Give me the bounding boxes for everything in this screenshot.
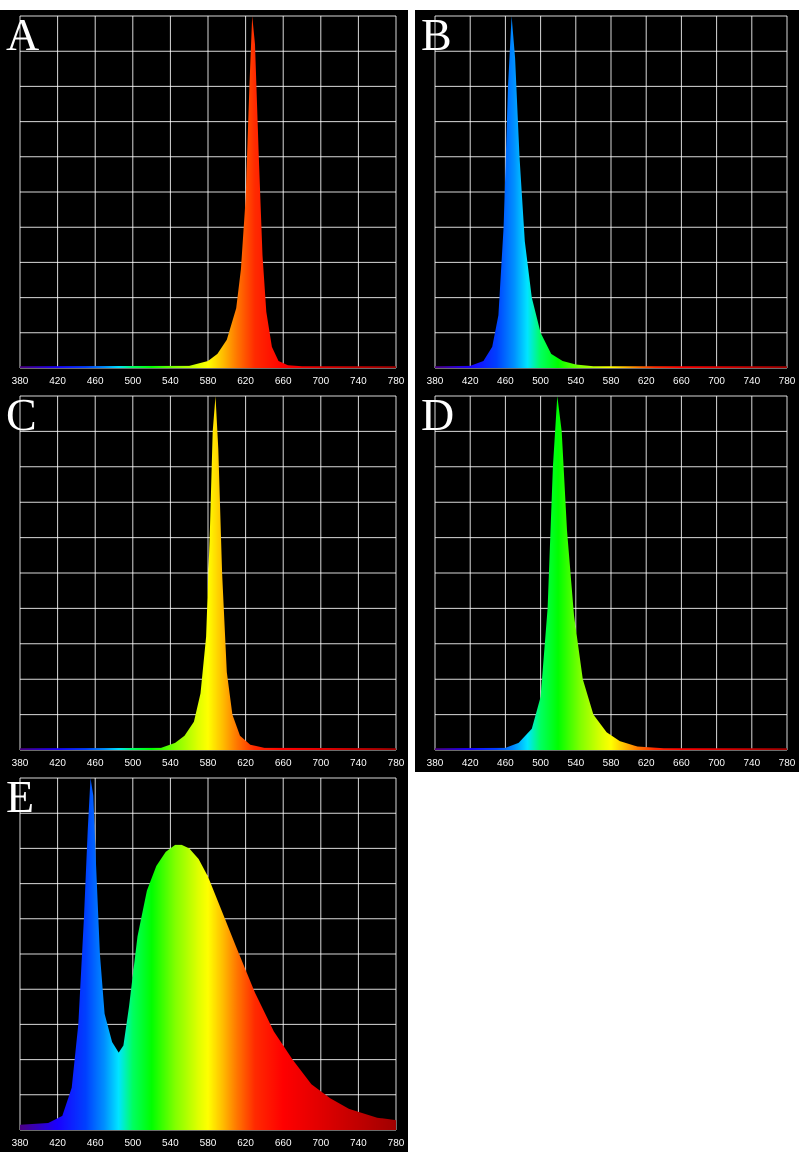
x-tick-label: 380 — [427, 758, 444, 769]
x-tick-label: 580 — [603, 376, 620, 387]
x-tick-label: 700 — [312, 376, 329, 387]
x-tick-label: 780 — [388, 758, 405, 769]
x-tick-label: 580 — [200, 1138, 217, 1149]
x-tick-label: 540 — [162, 376, 179, 387]
x-tick-label: 620 — [237, 376, 254, 387]
x-tick-label: 780 — [779, 758, 796, 769]
x-tick-label: 420 — [462, 376, 479, 387]
x-tick-label: 700 — [312, 1138, 329, 1149]
x-tick-label: 500 — [532, 758, 549, 769]
spectrum-panel-c: 380 420 460 500 540 580 620 660 700 740 780 C — [0, 390, 408, 772]
x-tick-label: 780 — [388, 376, 405, 387]
x-tick-label: 500 — [124, 376, 141, 387]
x-tick-label: 620 — [638, 758, 655, 769]
x-tick-label: 460 — [87, 1138, 104, 1149]
x-tick-label: 580 — [200, 758, 217, 769]
x-tick-label: 460 — [497, 758, 514, 769]
x-tick-label: 380 — [12, 758, 29, 769]
x-tick-label: 500 — [124, 758, 141, 769]
x-tick-label: 620 — [237, 1138, 254, 1149]
x-tick-label: 420 — [49, 1138, 66, 1149]
spectrum-panel-d: 380 420 460 500 540 580 620 660 700 740 780 D — [415, 390, 799, 772]
spectrum-panel-b: 380 420 460 500 540 580 620 660 700 740 780 B — [415, 10, 799, 390]
x-tick-label: 740 — [350, 1138, 367, 1149]
x-tick-label: 780 — [779, 376, 796, 387]
x-tick-label: 420 — [49, 376, 66, 387]
spectrum-chart-a: 380 420 460 500 540 580 620 660 700 740 780 — [12, 15, 405, 387]
x-tick-label: 540 — [162, 758, 179, 769]
x-tick-label: 460 — [87, 758, 104, 769]
x-tick-label: 660 — [673, 376, 690, 387]
x-tick-label: 660 — [673, 758, 690, 769]
x-tick-label: 380 — [12, 1138, 29, 1149]
x-tick-label: 380 — [12, 376, 29, 387]
x-tick-label: 460 — [497, 376, 514, 387]
x-tick-label: 540 — [567, 758, 584, 769]
x-tick-label: 660 — [275, 1138, 292, 1149]
x-tick-label: 780 — [388, 1138, 405, 1149]
chart-grid — [434, 395, 788, 751]
x-tick-label: 540 — [567, 376, 584, 387]
spectrum-panel-a: 380 420 460 500 540 580 620 660 700 740 780 A — [0, 10, 408, 390]
x-tick-label: 580 — [200, 376, 217, 387]
x-tick-label: 420 — [462, 758, 479, 769]
x-tick-label: 740 — [743, 758, 760, 769]
x-tick-label: 420 — [49, 758, 66, 769]
x-tick-label: 740 — [350, 376, 367, 387]
x-tick-label: 620 — [237, 758, 254, 769]
x-tick-label: 500 — [532, 376, 549, 387]
x-tick-label: 540 — [162, 1138, 179, 1149]
x-tick-label: 700 — [312, 758, 329, 769]
spectrum-area — [20, 778, 396, 1130]
x-tick-label: 700 — [708, 376, 725, 387]
spectrum-area — [435, 16, 787, 368]
x-tick-label: 380 — [427, 376, 444, 387]
spectrum-chart-c: 380 420 460 500 540 580 620 660 700 740 780 — [12, 395, 405, 769]
x-tick-label: 740 — [350, 758, 367, 769]
spectrum-chart-e: 380 420 460 500 540 580 620 660 700 740 780 — [12, 777, 405, 1149]
chart-grid — [434, 15, 788, 369]
x-tick-label: 500 — [124, 1138, 141, 1149]
spectrum-area — [20, 396, 396, 750]
x-tick-label: 700 — [708, 758, 725, 769]
spectrum-panel-e: 380 420 460 500 540 580 620 660 700 740 780 E — [0, 772, 408, 1152]
x-tick-label: 660 — [275, 376, 292, 387]
spectrum-chart-b: 380 420 460 500 540 580 620 660 700 740 780 — [427, 15, 796, 387]
spectrum-chart-d: 380 420 460 500 540 580 620 660 700 740 780 — [427, 395, 796, 769]
x-tick-label: 740 — [743, 376, 760, 387]
chart-grid — [19, 15, 397, 369]
x-tick-label: 620 — [638, 376, 655, 387]
x-tick-label: 460 — [87, 376, 104, 387]
x-tick-label: 580 — [603, 758, 620, 769]
x-tick-label: 660 — [275, 758, 292, 769]
